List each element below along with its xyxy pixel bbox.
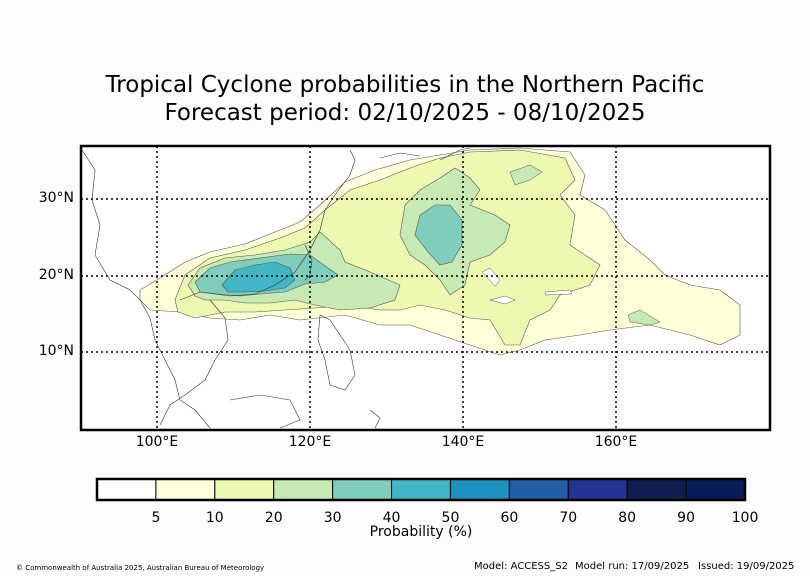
lat-label-20n: 20°N xyxy=(38,267,74,283)
colorbar-tick-label: 20 xyxy=(264,510,283,526)
lat-label-30n: 30°N xyxy=(38,190,74,206)
lon-label-140e: 140°E xyxy=(441,434,485,450)
colorbar-swatch xyxy=(567,478,628,501)
colorbar-swatch xyxy=(155,478,216,501)
colorbar-tick-label: 40 xyxy=(382,510,401,526)
colorbar xyxy=(95,477,747,502)
colorbar-swatch xyxy=(508,478,569,501)
model-run-date: Model run: 17/09/2025 xyxy=(575,561,690,572)
lat-label-10n: 10°N xyxy=(38,343,74,359)
colorbar-title: Probability (%) xyxy=(369,524,473,540)
colorbar-swatch xyxy=(96,478,157,501)
colorbar-tick-label: 5 xyxy=(151,510,161,526)
colorbar-tick-label: 50 xyxy=(441,510,460,526)
copyright-note: © Commonwealth of Australia 2025, Austra… xyxy=(16,564,265,572)
issued-date: Issued: 19/09/2025 xyxy=(698,561,795,572)
chart-title-line1: Tropical Cyclone probabilities in the No… xyxy=(105,72,705,98)
colorbar-swatch xyxy=(214,478,275,501)
colorbar-tick-label: 90 xyxy=(677,510,695,526)
colorbar-tick-label: 100 xyxy=(731,510,759,526)
colorbar-tick-label: 60 xyxy=(500,510,519,526)
colorbar-tick-label: 70 xyxy=(559,510,578,526)
colorbar-swatch xyxy=(685,478,746,501)
chart-title-line2: Forecast period: 02/10/2025 - 08/10/2025 xyxy=(164,100,646,126)
colorbar-swatch xyxy=(332,478,393,501)
colorbar-frame xyxy=(95,477,747,502)
model-name: Model: ACCESS_S2 xyxy=(474,561,568,572)
lon-label-100e: 100°E xyxy=(135,434,179,450)
prob-region-20-east xyxy=(509,164,543,186)
prob-hole-1 xyxy=(489,295,516,305)
prob-region-20-far-east xyxy=(627,309,661,326)
lon-label-160e: 160°E xyxy=(594,434,638,450)
prob-hole-3 xyxy=(481,267,501,287)
colorbar-swatch xyxy=(391,478,451,501)
colorbar-swatch xyxy=(273,478,334,501)
prob-hole-2 xyxy=(544,289,573,296)
lon-label-120e: 120°E xyxy=(288,434,332,450)
colorbar-swatch xyxy=(626,478,687,501)
colorbar-tick-label: 10 xyxy=(205,510,224,526)
coastlines xyxy=(81,147,471,429)
colorbar-tick-label: 30 xyxy=(323,510,342,526)
prob-region-40 xyxy=(221,261,296,293)
map-frame xyxy=(79,144,772,432)
colorbar-swatch xyxy=(449,478,510,501)
gridlines xyxy=(81,146,770,430)
colorbar-tick-label: 80 xyxy=(618,510,637,526)
